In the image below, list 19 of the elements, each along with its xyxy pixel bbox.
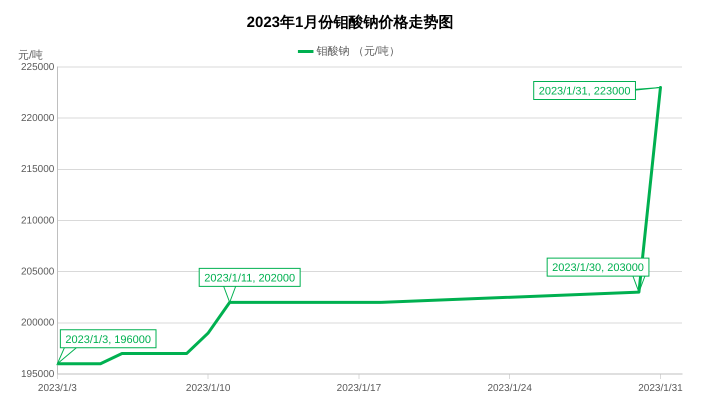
x-tick-label: 2023/1/31 [638,382,684,394]
x-tick-label: 2023/1/24 [487,382,532,394]
annotation: 2023/1/31, 223000 [538,86,630,98]
x-tick-label: 2023/1/17 [336,382,382,394]
chart-title: 2023年1月份钼酸钠价格走势图 [246,14,454,32]
annotation: 2023/1/30, 203000 [552,262,644,274]
y-tick-label: 215000 [20,164,55,176]
annotation: 2023/1/3, 196000 [65,334,152,346]
annotation: 2023/1/11, 202000 [204,272,296,284]
y-tick-label: 205000 [20,266,55,278]
legend-label: 钼酸钠 （元/吨） [316,44,400,58]
x-tick-label: 2023/1/10 [186,382,231,394]
y-tick-label: 200000 [20,318,55,329]
y-tick-label: 210000 [20,215,55,226]
y-tick-label: 195000 [20,368,55,380]
y-axis-title: 元/吨 [18,48,44,62]
x-tick-label: 2023/1/3 [38,382,78,394]
y-tick-label: 220000 [20,112,55,124]
y-tick-label: 225000 [20,62,55,73]
